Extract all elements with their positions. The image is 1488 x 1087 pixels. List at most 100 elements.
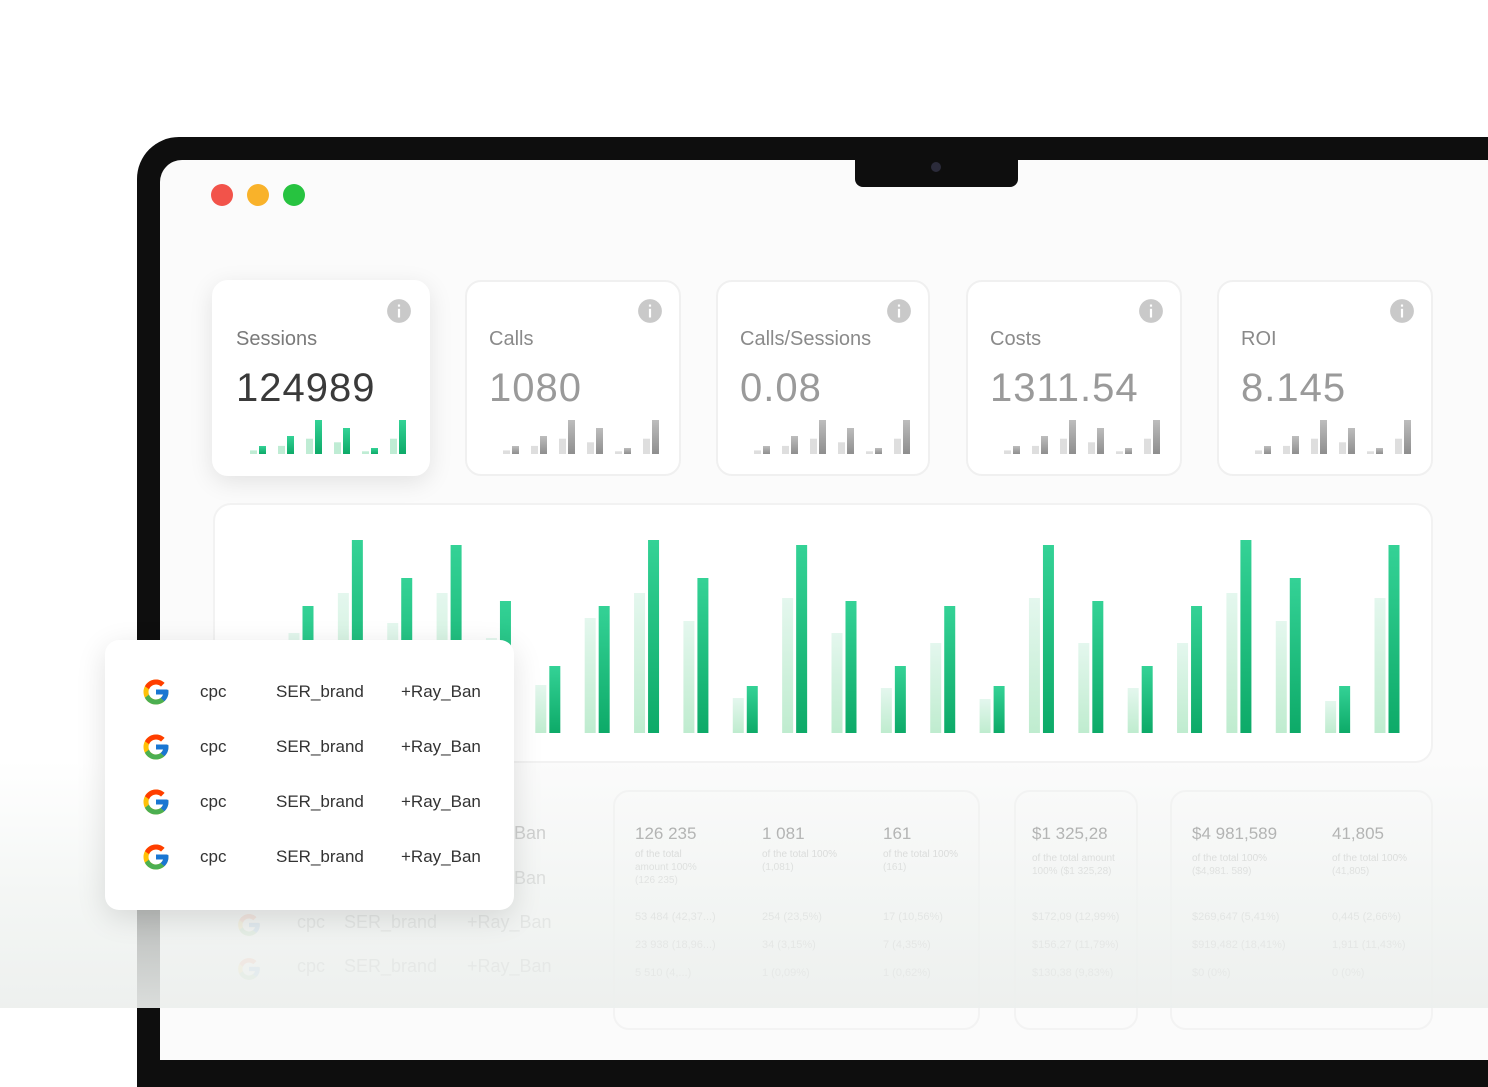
spark-bar xyxy=(540,436,547,454)
spark-bar-shadow xyxy=(278,445,285,454)
spark-bar xyxy=(1069,420,1076,454)
spark-bar-shadow xyxy=(1339,442,1346,454)
close-button[interactable] xyxy=(211,184,233,206)
spark-bar xyxy=(763,446,770,454)
spark-bar xyxy=(287,436,294,454)
page: Sessions 124989 Calls 1080 Calls/Sessions 0.0… xyxy=(0,137,1488,1087)
bar xyxy=(944,606,956,733)
spark-bar xyxy=(903,420,910,454)
bar xyxy=(584,618,596,733)
bar xyxy=(782,598,794,733)
spark-bar-shadow xyxy=(1283,445,1290,454)
spark-bar-shadow xyxy=(615,451,622,454)
spark-bar-shadow xyxy=(1088,442,1095,454)
kpi-label: ROI xyxy=(1241,328,1277,350)
spark-bar xyxy=(847,428,854,454)
spark-bar-shadow xyxy=(810,438,817,454)
bar xyxy=(683,621,695,733)
spark-bar-shadow xyxy=(1116,451,1123,454)
bar xyxy=(1191,606,1203,733)
bar xyxy=(598,606,610,733)
sparkline xyxy=(1255,420,1411,454)
table-cell: +Ray_Ban xyxy=(401,682,481,701)
spark-bar-shadow xyxy=(362,451,369,454)
spark-bar xyxy=(1348,428,1355,454)
kpi-value: 1080 xyxy=(489,366,582,410)
google-glyph xyxy=(143,844,169,870)
google-icon xyxy=(143,844,169,870)
spark-bar xyxy=(1153,420,1160,454)
spark-bar-shadow xyxy=(782,445,789,454)
bar xyxy=(697,578,709,733)
bar xyxy=(1092,601,1104,733)
bar xyxy=(549,666,561,733)
spark-bar-shadow xyxy=(643,438,650,454)
spark-bar-shadow xyxy=(390,438,397,454)
bar xyxy=(648,540,660,733)
table-cell: SER_brand xyxy=(276,737,364,756)
kpi-label: Costs xyxy=(990,328,1042,350)
kpi-label: Calls xyxy=(489,328,534,350)
spark-bar xyxy=(1097,428,1104,454)
bar xyxy=(831,633,843,733)
sparkline xyxy=(250,420,406,454)
bar xyxy=(1127,688,1139,733)
bar xyxy=(732,698,744,733)
bar xyxy=(993,686,1005,733)
bar xyxy=(535,685,547,733)
sparkline xyxy=(754,420,910,454)
bar xyxy=(1325,701,1337,733)
spark-bar xyxy=(652,420,659,454)
bar xyxy=(796,545,808,733)
maximize-button[interactable] xyxy=(283,184,305,206)
spark-bar xyxy=(1041,436,1048,454)
spark-bar xyxy=(1292,436,1299,454)
spark-bar xyxy=(399,420,406,454)
spark-bar xyxy=(819,420,826,454)
kpi-card: ROI 8.145 xyxy=(1217,280,1433,476)
spark-bar-shadow xyxy=(838,442,845,454)
bar xyxy=(634,593,646,733)
bar xyxy=(1177,643,1189,733)
google-icon xyxy=(143,679,169,705)
kpi-value: 124989 xyxy=(236,366,376,410)
table-cell: SER_brand xyxy=(276,682,364,701)
spark-bar-shadow xyxy=(1060,438,1067,454)
spark-bar xyxy=(875,448,882,454)
spark-bar-shadow xyxy=(866,451,873,454)
spark-bar xyxy=(596,428,603,454)
spark-bar xyxy=(1404,420,1411,454)
spark-bar xyxy=(371,448,378,454)
bar xyxy=(1028,598,1040,733)
kpi-value: 1311.54 xyxy=(990,366,1139,410)
google-icon xyxy=(143,734,169,760)
spark-bar-shadow xyxy=(250,450,257,454)
kpi-label: Calls/Sessions xyxy=(740,328,872,350)
spark-bar xyxy=(1320,420,1327,454)
spark-bar-shadow xyxy=(1367,451,1374,454)
spark-bar-shadow xyxy=(334,442,341,454)
minimize-button[interactable] xyxy=(247,184,269,206)
kpi-card: Costs 1311.54 xyxy=(966,280,1182,476)
bar xyxy=(930,643,942,733)
table-cell: cpc xyxy=(200,847,227,866)
spark-bar xyxy=(343,428,350,454)
table-cell: cpc xyxy=(200,737,227,756)
spark-bar-shadow xyxy=(503,450,510,454)
spark-bar-shadow xyxy=(1032,445,1039,454)
google-glyph xyxy=(143,789,169,815)
bar xyxy=(880,688,892,733)
spark-bar-shadow xyxy=(531,445,538,454)
google-icon xyxy=(143,789,169,815)
spark-bar-shadow xyxy=(559,438,566,454)
spark-bar-shadow xyxy=(1004,450,1011,454)
kpi-value: 8.145 xyxy=(1241,366,1347,410)
table-cell: cpc xyxy=(200,682,227,701)
sparkline xyxy=(503,420,659,454)
table-cell: cpc xyxy=(200,792,227,811)
spark-bar xyxy=(512,446,519,454)
bar xyxy=(979,699,991,733)
bar xyxy=(1275,621,1287,733)
table-cell: +Ray_Ban xyxy=(401,847,481,866)
bar xyxy=(1078,643,1090,733)
